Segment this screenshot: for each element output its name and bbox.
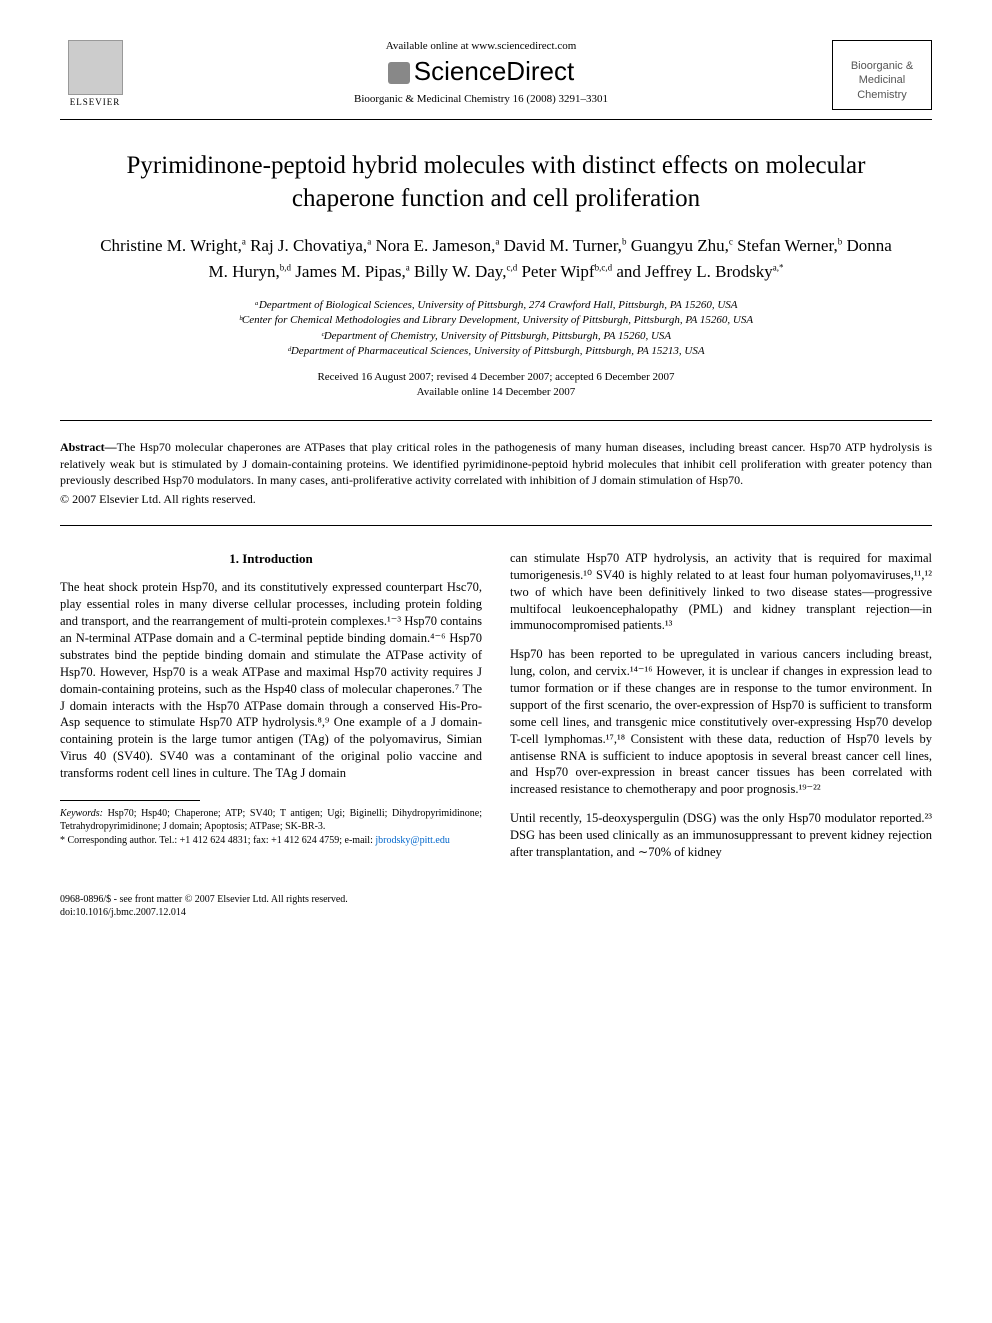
doi-line: doi:10.1016/j.bmc.2007.12.014: [60, 906, 932, 919]
body-columns: 1. Introduction The heat shock protein H…: [60, 550, 932, 873]
left-column: 1. Introduction The heat shock protein H…: [60, 550, 482, 873]
sciencedirect-text: ScienceDirect: [414, 56, 574, 86]
abstract-copyright: © 2007 Elsevier Ltd. All rights reserved…: [60, 492, 932, 507]
journal-citation: Bioorganic & Medicinal Chemistry 16 (200…: [130, 93, 832, 105]
elsevier-text: ELSEVIER: [70, 97, 121, 107]
section-heading-intro: 1. Introduction: [60, 550, 482, 568]
abstract-block: Abstract—The Hsp70 molecular chaperones …: [60, 439, 932, 488]
elsevier-logo: ELSEVIER: [60, 40, 130, 107]
intro-paragraph-1: The heat shock protein Hsp70, and its co…: [60, 579, 482, 782]
article-title: Pyrimidinone-peptoid hybrid molecules wi…: [100, 150, 892, 215]
keywords-text: Hsp70; Hsp40; Chaperone; ATP; SV40; T an…: [60, 808, 482, 833]
affiliation-c: ᶜDepartment of Chemistry, University of …: [60, 329, 932, 344]
corresponding-author: * Corresponding author. Tel.: +1 412 624…: [60, 834, 482, 848]
sciencedirect-icon: [388, 62, 410, 84]
sciencedirect-logo: ScienceDirect: [130, 56, 832, 87]
sciencedirect-block: Available online at www.sciencedirect.co…: [130, 40, 832, 111]
front-matter-line: 0968-0896/$ - see front matter © 2007 El…: [60, 893, 932, 906]
journal-name-line3: Chemistry: [837, 88, 927, 102]
affiliations: ᵃDepartment of Biological Sciences, Univ…: [60, 298, 932, 360]
footnotes-block: Keywords: Hsp70; Hsp40; Chaperone; ATP; …: [60, 807, 482, 848]
authors-list: Christine M. Wright,a Raj J. Chovatiya,a…: [90, 233, 902, 284]
header-divider: [60, 119, 932, 120]
header-row: ELSEVIER Available online at www.science…: [60, 40, 932, 111]
abstract-bottom-divider: [60, 525, 932, 526]
intro-paragraph-3: Until recently, 15-deoxyspergulin (DSG) …: [510, 810, 932, 861]
intro-paragraph-1-cont: can stimulate Hsp70 ATP hydrolysis, an a…: [510, 550, 932, 634]
corresponding-text: * Corresponding author. Tel.: +1 412 624…: [60, 835, 375, 846]
abstract-text: The Hsp70 molecular chaperones are ATPas…: [60, 440, 932, 486]
corresponding-email[interactable]: jbrodsky@pitt.edu: [375, 835, 449, 846]
abstract-top-divider: [60, 420, 932, 421]
available-online-date: Available online 14 December 2007: [60, 385, 932, 400]
journal-name-line1: Bioorganic &: [837, 59, 927, 73]
abstract-label: Abstract—: [60, 440, 117, 454]
affiliation-d: ᵈDepartment of Pharmaceutical Sciences, …: [60, 344, 932, 359]
right-column: can stimulate Hsp70 ATP hydrolysis, an a…: [510, 550, 932, 873]
page-footer: 0968-0896/$ - see front matter © 2007 El…: [60, 893, 932, 919]
footnote-divider: [60, 800, 200, 801]
affiliation-a: ᵃDepartment of Biological Sciences, Univ…: [60, 298, 932, 313]
affiliation-b: ᵇCenter for Chemical Methodologies and L…: [60, 313, 932, 328]
keywords-line: Keywords: Hsp70; Hsp40; Chaperone; ATP; …: [60, 807, 482, 834]
keywords-label: Keywords:: [60, 808, 103, 819]
available-online-text: Available online at www.sciencedirect.co…: [130, 40, 832, 52]
journal-name-line2: Medicinal: [837, 73, 927, 87]
elsevier-tree-icon: [68, 40, 123, 95]
journal-cover-box: Bioorganic & Medicinal Chemistry: [832, 40, 932, 110]
dates-block: Received 16 August 2007; revised 4 Decem…: [60, 370, 932, 401]
received-revised-accepted: Received 16 August 2007; revised 4 Decem…: [60, 370, 932, 385]
intro-paragraph-2: Hsp70 has been reported to be upregulate…: [510, 646, 932, 798]
